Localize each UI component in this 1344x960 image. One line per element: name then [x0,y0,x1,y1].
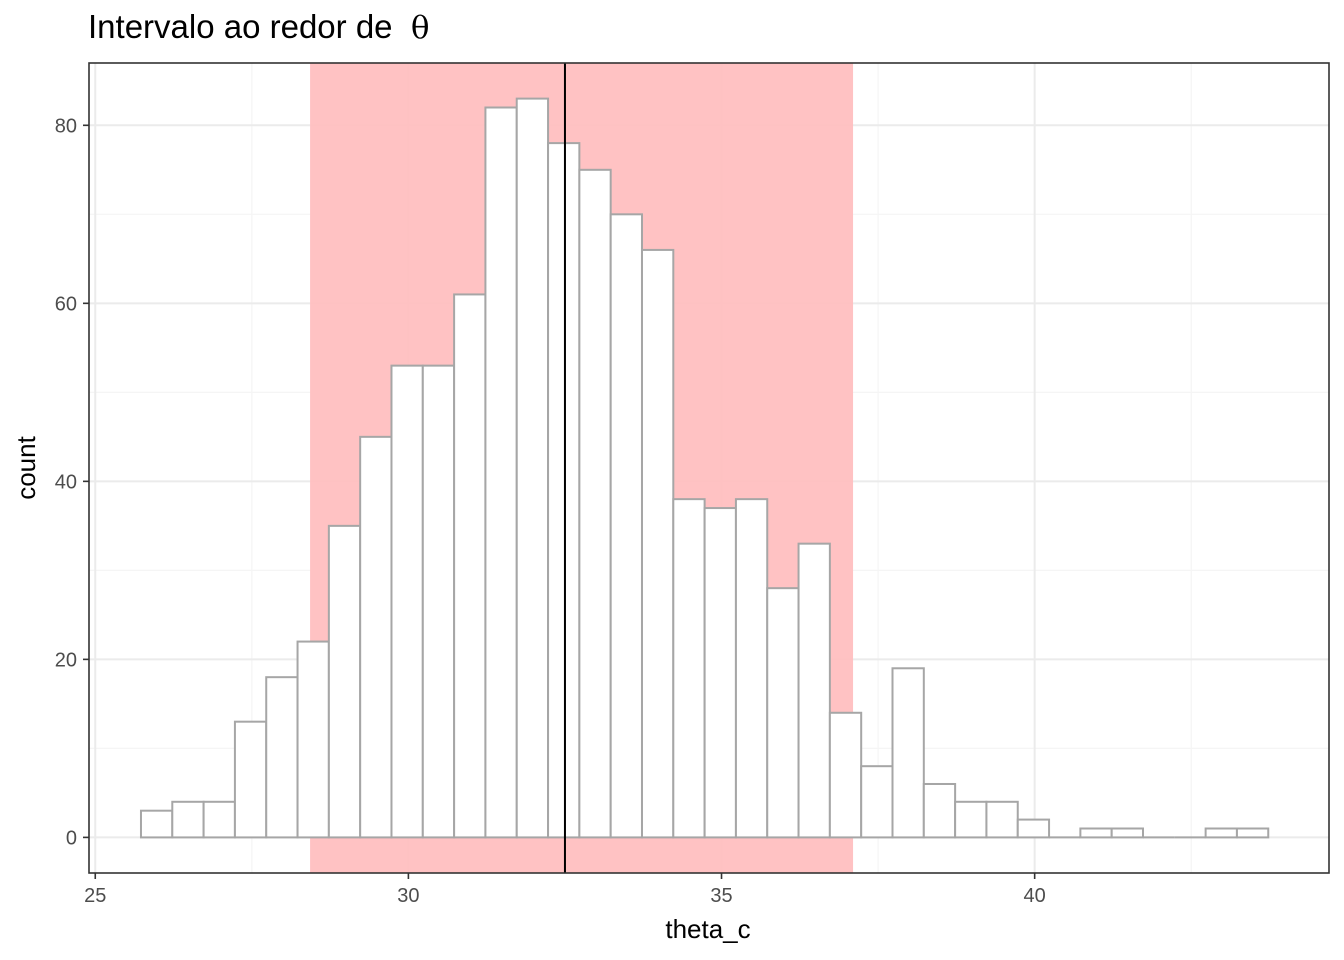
histogram-bar [609,213,643,839]
histogram-bar [954,800,988,839]
histogram-bar [703,507,737,839]
histogram-bar [171,800,205,839]
x-tick-label: 30 [397,885,419,907]
chart-title: Intervalo ao redor de θ [88,8,430,46]
histogram-bar [327,524,362,839]
y-tick-label: 60 [55,293,77,315]
x-tick-label: 40 [1024,885,1046,907]
y-tick-label: 80 [55,115,77,137]
histogram-bar [797,542,831,839]
y-tick-label: 40 [55,471,77,493]
y-tick-label: 0 [66,827,77,849]
x-axis-title: theta_c [665,914,750,944]
histogram-bar [640,248,675,839]
histogram-bar [139,809,174,839]
histogram-bar [672,498,706,839]
y-axis-title: count [11,435,41,499]
histogram-bar [891,667,925,839]
x-tick-label: 35 [710,885,732,907]
histogram-bar [390,364,424,839]
histogram-bar [1204,827,1238,839]
panel-border [88,62,1330,874]
x-tick-label: 25 [84,885,106,907]
histogram-bar [547,142,581,839]
histogram-bar [233,720,268,839]
histogram-bar [828,711,863,839]
chart-title-symbol: θ [410,10,430,46]
bars-layer [139,97,1270,839]
histogram-bar [860,765,894,839]
histogram-bar [1235,827,1270,839]
histogram-bar [515,97,550,839]
histogram-bar [734,498,769,839]
histogram-bar [484,106,518,839]
ticks-layer: 25 30 35 40 0 20 40 60 80 [55,115,1046,907]
histogram-bar [985,800,1019,839]
chart-title-text: Intervalo ao redor de [88,8,393,45]
histogram-bar [265,676,299,839]
histogram-bar [578,168,612,839]
histogram-bar [202,800,236,839]
histogram-bar [296,640,330,839]
histogram-bar [922,782,957,839]
histogram-bar [359,435,393,839]
histogram-bar [766,587,800,839]
histogram-bar [421,364,456,839]
histogram-bar [1016,818,1051,839]
y-tick-label: 20 [55,649,77,671]
histogram-bar [1079,827,1113,839]
histogram-bar [1110,827,1145,839]
histogram-bar [453,293,487,839]
frame-layer [88,62,1330,874]
